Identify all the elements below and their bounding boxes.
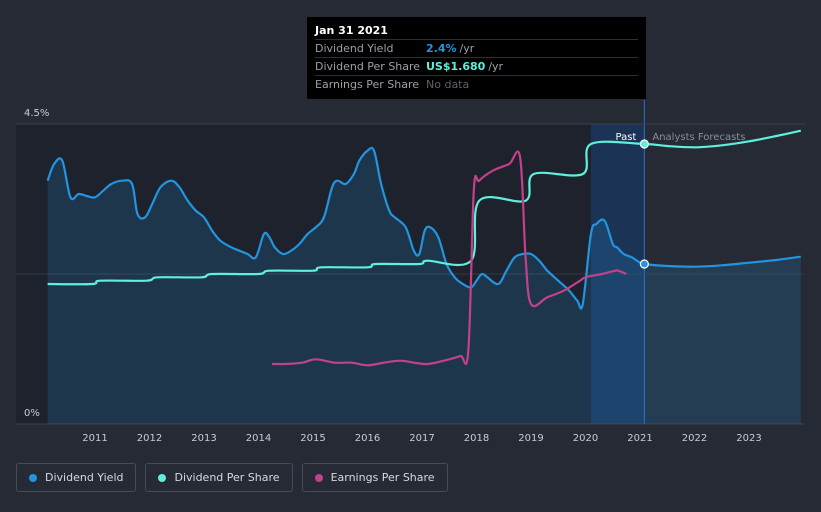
tooltip-label: Dividend Yield xyxy=(315,42,394,55)
legend-dot-icon xyxy=(158,473,167,482)
legend-label: Dividend Yield xyxy=(45,471,124,484)
x-tick-label: 2013 xyxy=(191,433,216,444)
tooltip-label: Dividend Per Share xyxy=(315,60,421,73)
x-tick-label: 2012 xyxy=(137,433,162,444)
dividend-yield-marker xyxy=(639,259,649,269)
forecast-label: Analysts Forecasts xyxy=(652,132,745,143)
dividend-per-share-marker xyxy=(639,139,649,149)
legend-dot-icon xyxy=(29,473,37,482)
y-tick-label-bottom: 0% xyxy=(24,408,40,419)
x-tick-label: 2014 xyxy=(246,433,271,444)
tooltip-value: 2.4% xyxy=(426,42,457,55)
chart-legend: Dividend Yield Dividend Per Share Earnin… xyxy=(16,463,448,492)
tooltip-unit: /yr xyxy=(459,42,475,55)
legend-dot-icon xyxy=(314,473,323,482)
legend-item-dividend-per-share[interactable]: Dividend Per Share xyxy=(145,463,293,492)
x-tick-label: 2019 xyxy=(518,433,543,444)
dividend-yield-area xyxy=(47,147,801,424)
x-tick-label: 2020 xyxy=(573,433,598,444)
y-tick-label-top: 4.5% xyxy=(24,108,49,119)
x-tick-label: 2017 xyxy=(409,433,434,444)
x-tick-label: 2021 xyxy=(627,433,652,444)
x-tick-label: 2015 xyxy=(300,433,325,444)
legend-item-earnings-per-share[interactable]: Earnings Per Share xyxy=(301,463,448,492)
x-tick-label: 2022 xyxy=(682,433,707,444)
legend-label: Earnings Per Share xyxy=(330,471,435,484)
tooltip-date: Jan 31 2021 xyxy=(315,24,388,37)
legend-item-dividend-yield[interactable]: Dividend Yield xyxy=(16,463,137,492)
tooltip-row-earnings-per-share: Earnings Per Share No data xyxy=(315,75,638,93)
tooltip-row-dividend-per-share: Dividend Per Share US$1.680 /yr xyxy=(315,57,638,75)
dividend-per-share-line xyxy=(47,129,802,286)
tooltip-value: No data xyxy=(426,78,470,91)
hover-tooltip: Jan 31 2021 Dividend Yield 2.4% /yr Divi… xyxy=(307,17,646,99)
x-tick-label: 2018 xyxy=(464,433,489,444)
x-tick-label: 2011 xyxy=(82,433,107,444)
tooltip-row-dividend-yield: Dividend Yield 2.4% /yr xyxy=(315,39,638,57)
dividend-yield-line xyxy=(46,146,801,310)
tooltip-value: US$1.680 xyxy=(426,60,486,73)
tooltip-unit: /yr xyxy=(488,60,504,73)
past-label: Past xyxy=(616,132,637,143)
earnings-per-share-line xyxy=(272,150,627,367)
x-tick-label: 2016 xyxy=(355,433,380,444)
legend-label: Dividend Per Share xyxy=(174,471,280,484)
tooltip-label: Earnings Per Share xyxy=(315,78,420,91)
x-tick-label: 2023 xyxy=(736,433,761,444)
